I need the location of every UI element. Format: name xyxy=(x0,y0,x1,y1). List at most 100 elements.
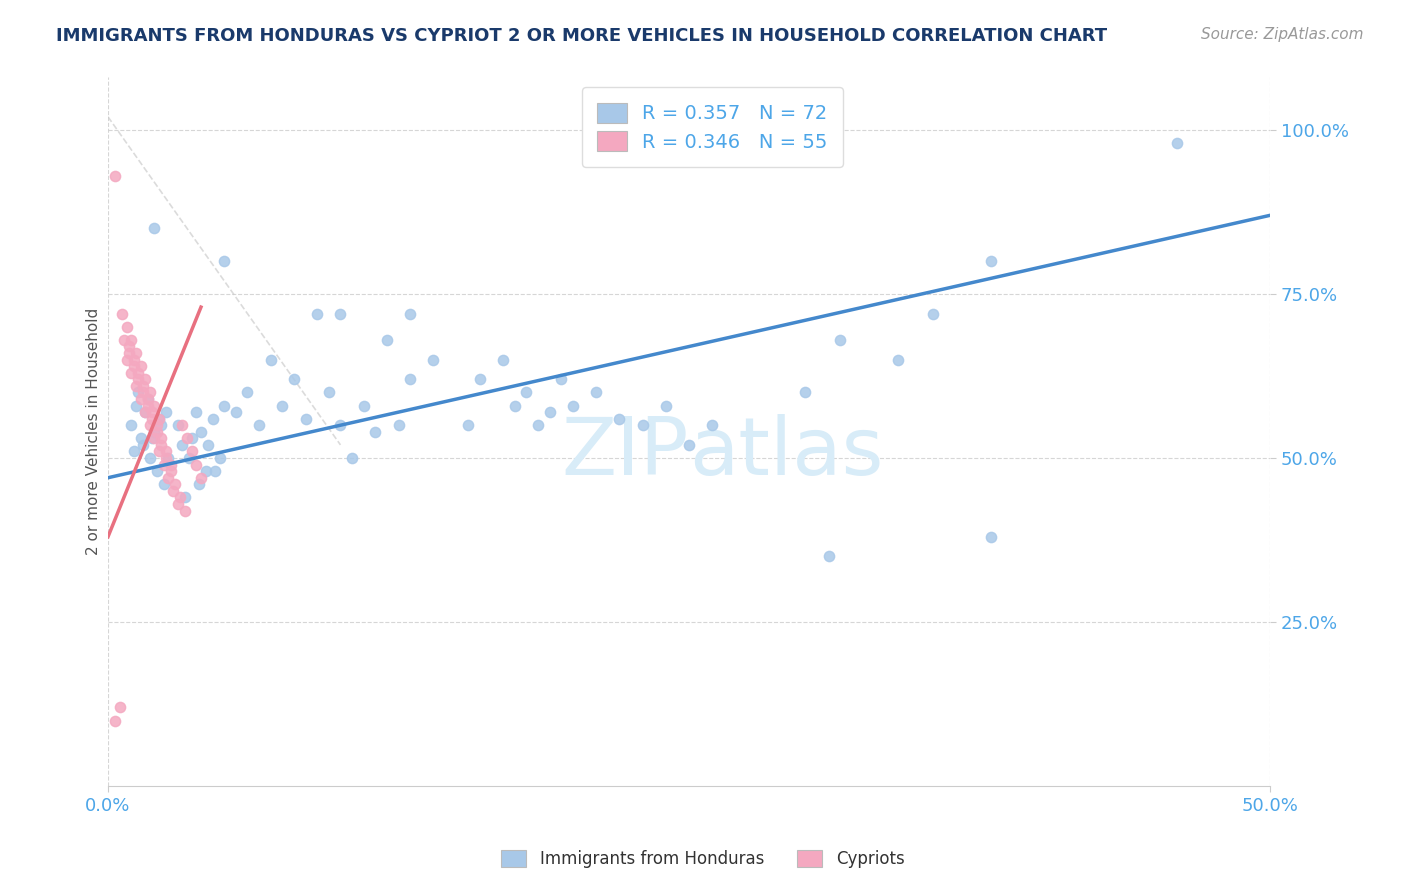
Point xyxy=(283,372,305,386)
Point xyxy=(146,425,169,439)
Point xyxy=(122,359,145,374)
Point xyxy=(173,491,195,505)
Point xyxy=(655,399,678,413)
Point xyxy=(329,418,352,433)
Point xyxy=(457,418,479,433)
Point xyxy=(260,352,283,367)
Point xyxy=(143,399,166,413)
Point xyxy=(197,438,219,452)
Point xyxy=(129,431,152,445)
Point xyxy=(112,333,135,347)
Point xyxy=(169,491,191,505)
Y-axis label: 2 or more Vehicles in Household: 2 or more Vehicles in Household xyxy=(86,308,101,556)
Point xyxy=(118,346,141,360)
Point xyxy=(318,385,340,400)
Point xyxy=(139,418,162,433)
Point xyxy=(165,477,187,491)
Point xyxy=(538,405,561,419)
Point xyxy=(212,399,235,413)
Point xyxy=(307,307,329,321)
Point xyxy=(387,418,409,433)
Point xyxy=(159,464,181,478)
Point xyxy=(157,471,180,485)
Point xyxy=(115,319,138,334)
Text: ZIP: ZIP xyxy=(562,414,689,492)
Point xyxy=(134,372,156,386)
Point xyxy=(172,418,194,433)
Point xyxy=(550,372,572,386)
Point xyxy=(194,464,217,478)
Point xyxy=(148,411,170,425)
Legend: Immigrants from Honduras, Cypriots: Immigrants from Honduras, Cypriots xyxy=(495,843,911,875)
Point xyxy=(155,444,177,458)
Point xyxy=(399,372,422,386)
Point xyxy=(152,477,174,491)
Point xyxy=(702,418,724,433)
Point xyxy=(980,254,1002,268)
Point xyxy=(173,503,195,517)
Text: Source: ZipAtlas.com: Source: ZipAtlas.com xyxy=(1201,27,1364,42)
Point xyxy=(236,385,259,400)
Point xyxy=(115,352,138,367)
Point xyxy=(122,352,145,367)
Point xyxy=(830,333,852,347)
Point xyxy=(678,438,700,452)
Point xyxy=(129,359,152,374)
Point xyxy=(294,411,316,425)
Point xyxy=(143,431,166,445)
Point xyxy=(364,425,387,439)
Point xyxy=(150,438,173,452)
Point xyxy=(141,411,163,425)
Point xyxy=(468,372,491,386)
Point xyxy=(585,385,607,400)
Point xyxy=(817,549,839,564)
Point xyxy=(166,497,188,511)
Point xyxy=(887,352,910,367)
Point xyxy=(120,366,142,380)
Point xyxy=(353,399,375,413)
Point xyxy=(125,399,148,413)
Text: IMMIGRANTS FROM HONDURAS VS CYPRIOT 2 OR MORE VEHICLES IN HOUSEHOLD CORRELATION : IMMIGRANTS FROM HONDURAS VS CYPRIOT 2 OR… xyxy=(56,27,1108,45)
Text: atlas: atlas xyxy=(689,414,883,492)
Point xyxy=(247,418,270,433)
Point xyxy=(162,483,184,498)
Point xyxy=(172,438,194,452)
Point xyxy=(125,346,148,360)
Point xyxy=(120,418,142,433)
Point xyxy=(127,385,149,400)
Point xyxy=(794,385,817,400)
Point xyxy=(271,399,294,413)
Point xyxy=(155,405,177,419)
Point xyxy=(127,372,149,386)
Point xyxy=(122,444,145,458)
Point xyxy=(208,450,231,465)
Point xyxy=(190,425,212,439)
Point xyxy=(609,411,631,425)
Point xyxy=(527,418,550,433)
Point xyxy=(375,333,398,347)
Point xyxy=(150,431,173,445)
Point xyxy=(180,431,202,445)
Point xyxy=(515,385,537,400)
Point xyxy=(139,450,162,465)
Point xyxy=(139,385,162,400)
Point xyxy=(186,405,208,419)
Point xyxy=(186,458,208,472)
Point xyxy=(129,392,152,406)
Point xyxy=(201,411,224,425)
Legend: R = 0.357   N = 72, R = 0.346   N = 55: R = 0.357 N = 72, R = 0.346 N = 55 xyxy=(582,87,844,167)
Point xyxy=(225,405,247,419)
Point xyxy=(143,221,166,235)
Point xyxy=(631,418,654,433)
Point xyxy=(562,399,585,413)
Point xyxy=(146,464,169,478)
Point xyxy=(180,444,202,458)
Point xyxy=(125,379,148,393)
Point xyxy=(922,307,945,321)
Point xyxy=(136,392,159,406)
Point xyxy=(150,418,173,433)
Point xyxy=(340,450,363,465)
Point xyxy=(492,352,515,367)
Point xyxy=(179,450,201,465)
Point xyxy=(136,399,159,413)
